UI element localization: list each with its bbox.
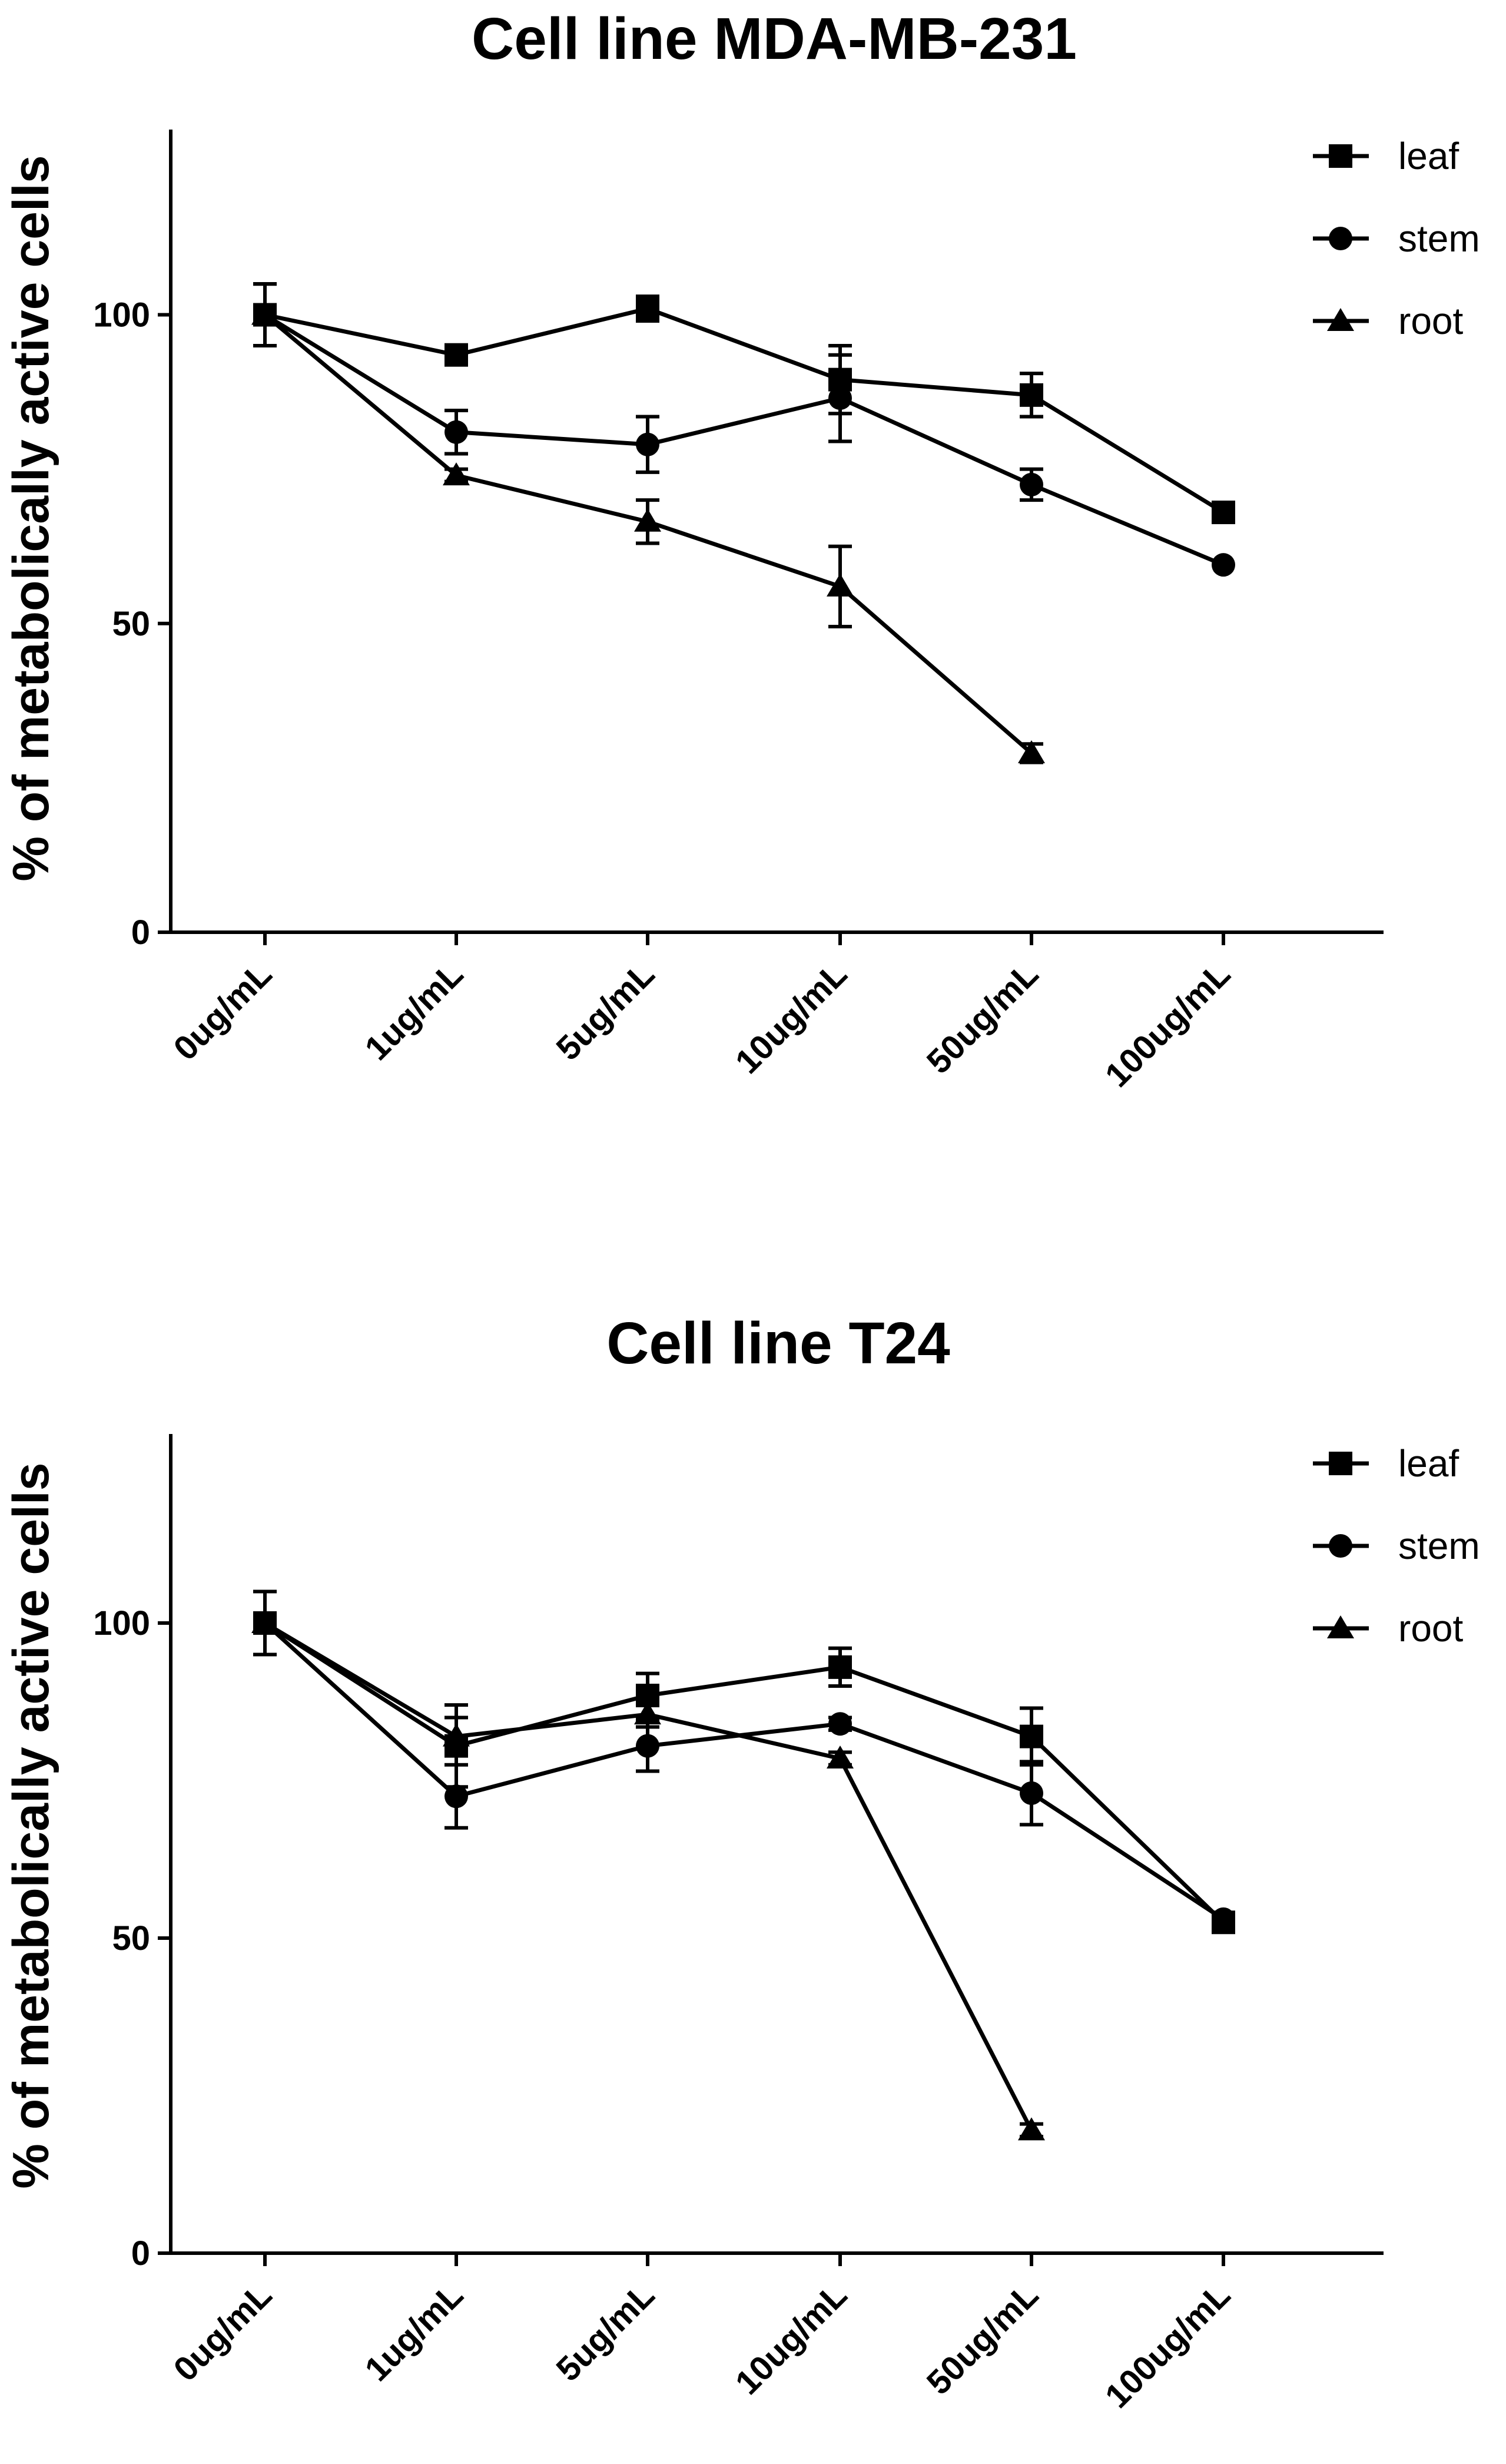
y-tick-label: 100	[93, 1604, 150, 1642]
data-point-stem	[1020, 472, 1043, 496]
x-tick-label: 0ug/mL	[166, 2276, 279, 2389]
y-tick-label: 100	[93, 296, 150, 335]
data-point-stem	[828, 386, 852, 410]
data-point-leaf	[636, 297, 659, 321]
data-point-leaf	[444, 343, 468, 367]
legend-marker-leaf	[1329, 144, 1352, 168]
y-axis-label: % of metabolically active cells	[3, 155, 59, 881]
series-line-leaf	[264, 1621, 1225, 1924]
x-tick-label: 100ug/mL	[1098, 2276, 1238, 2415]
legend: leaf stem root	[1313, 135, 1480, 342]
data-point-root	[1018, 2117, 1045, 2141]
data-point-leaf	[1020, 383, 1043, 407]
data-point-leaf	[828, 1655, 852, 1679]
legend-marker-root	[1327, 308, 1354, 331]
x-tick-label: 5ug/mL	[549, 2276, 662, 2389]
chart-title: Cell line T24	[606, 1310, 950, 1376]
chart-t24: Cell line T24 % of metabolically active …	[3, 1310, 1480, 2416]
data-point-stem	[444, 420, 468, 444]
legend-marker-root	[1327, 1615, 1354, 1638]
x-tick-label: 100ug/mL	[1098, 955, 1238, 1094]
legend-marker-stem	[1329, 227, 1352, 250]
data-point-root	[827, 573, 854, 597]
x-tick-label: 5ug/mL	[549, 955, 662, 1068]
data-point-root	[443, 1723, 470, 1747]
data-point-root	[1018, 740, 1045, 763]
legend-label-leaf: leaf	[1398, 135, 1459, 177]
x-tick-label: 10ug/mL	[728, 955, 855, 1081]
legend-label-root: root	[1398, 1607, 1464, 1650]
x-tick-label: 50ug/mL	[920, 2276, 1046, 2402]
x-tick-label: 1ug/mL	[357, 955, 470, 1068]
y-axis-label: % of metabolically active cells	[3, 1462, 59, 2188]
series-root	[251, 282, 1045, 764]
data-point-root	[827, 1746, 854, 1769]
y-tick-label: 0	[131, 2234, 150, 2273]
legend-label-stem: stem	[1398, 1525, 1480, 1567]
series-leaf	[253, 1589, 1235, 1935]
data-point-root	[443, 462, 470, 486]
legend-marker-leaf	[1329, 1452, 1352, 1475]
y-tick-label: 50	[112, 605, 150, 643]
x-tick-label: 50ug/mL	[920, 955, 1046, 1081]
legend-label-leaf: leaf	[1398, 1442, 1459, 1485]
data-point-root	[634, 1701, 661, 1725]
data-point-leaf	[1212, 501, 1235, 525]
series-stem	[253, 282, 1235, 577]
data-point-stem	[636, 1734, 659, 1758]
chart-title: Cell line MDA-MB-231	[472, 6, 1077, 72]
data-point-root	[251, 302, 278, 325]
series-line-leaf	[264, 306, 1225, 515]
series-leaf	[253, 282, 1235, 525]
data-point-root	[251, 1610, 278, 1633]
data-point-stem	[636, 432, 659, 456]
series-root	[251, 1589, 1045, 2141]
data-point-leaf	[1020, 1724, 1043, 1748]
x-tick-label: 10ug/mL	[728, 2276, 855, 2402]
data-point-stem	[828, 1712, 852, 1736]
data-point-stem	[444, 1784, 468, 1809]
series-stem	[253, 1589, 1235, 1931]
legend-label-stem: stem	[1398, 217, 1480, 260]
legend: leaf stem root	[1313, 1442, 1480, 1650]
series-line-stem	[264, 313, 1225, 567]
data-point-stem	[1212, 553, 1235, 577]
x-tick-label: 1ug/mL	[357, 2276, 470, 2389]
y-tick-label: 0	[131, 913, 150, 952]
data-point-root	[634, 508, 661, 532]
legend-marker-stem	[1329, 1534, 1352, 1558]
legend-label-root: root	[1398, 300, 1464, 342]
series-line-stem	[263, 1621, 1225, 1921]
data-point-stem	[1020, 1781, 1043, 1805]
x-tick-label: 0ug/mL	[166, 955, 279, 1068]
chart-mda-mb-231: Cell line MDA-MB-231 % of metabolically …	[3, 6, 1480, 1095]
data-point-stem	[1212, 1907, 1235, 1931]
y-tick-label: 50	[112, 1919, 150, 1958]
